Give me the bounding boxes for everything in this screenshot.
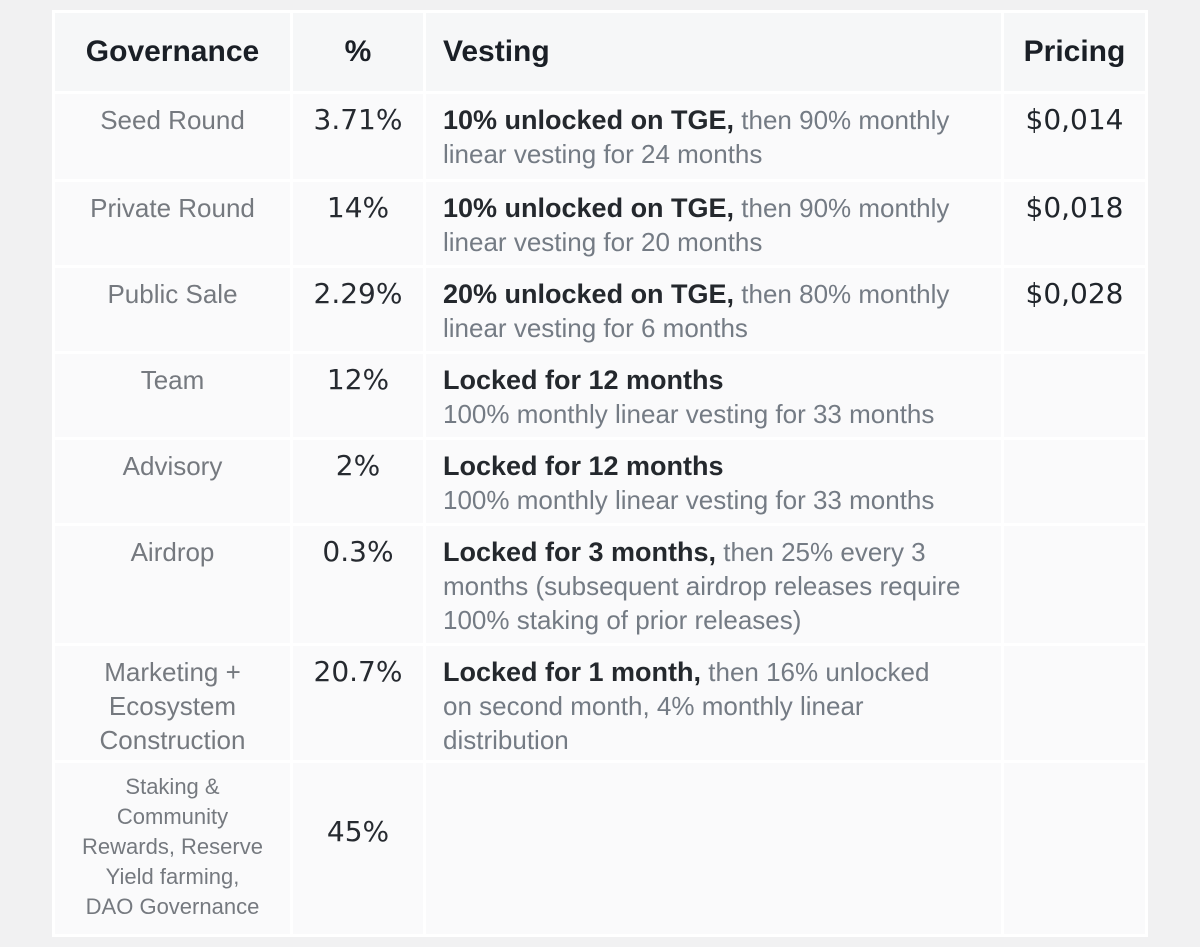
table-row-marketing-ecosystem: Marketing + Ecosystem Construction 20.7%… bbox=[55, 646, 1145, 760]
table-row-advisory: Advisory 2% Locked for 12 months 100% mo… bbox=[55, 440, 1145, 523]
pricing-cell: $0,018 bbox=[1004, 182, 1145, 265]
table-row-airdrop: Airdrop 0.3% Locked for 3 months, then 2… bbox=[55, 526, 1145, 643]
column-header-vesting: Vesting bbox=[426, 13, 1001, 91]
governance-cell: Team bbox=[55, 354, 290, 437]
vesting-detail: 100% monthly linear vesting for 33 month… bbox=[443, 399, 935, 429]
column-header-pricing: Pricing bbox=[1004, 13, 1145, 91]
governance-cell: Advisory bbox=[55, 440, 290, 523]
header-row: Governance % Vesting Pricing bbox=[55, 13, 1145, 91]
vesting-cell bbox=[426, 763, 1001, 934]
vesting-detail: then 16% unlocked on second month, 4% mo… bbox=[443, 657, 930, 755]
vesting-cell: Locked for 3 months, then 25% every 3 mo… bbox=[426, 526, 1001, 643]
table-row-team: Team 12% Locked for 12 months 100% month… bbox=[55, 354, 1145, 437]
vesting-highlight: Locked for 12 months bbox=[443, 451, 724, 481]
pricing-cell bbox=[1004, 354, 1145, 437]
table-row-private-round: Private Round 14% 10% unlocked on TGE, t… bbox=[55, 182, 1145, 265]
vesting-highlight: 10% unlocked on TGE, bbox=[443, 105, 735, 135]
table-row-seed-round: Seed Round 3.71% 10% unlocked on TGE, th… bbox=[55, 94, 1145, 179]
percent-cell: 12% bbox=[293, 354, 423, 437]
governance-cell: Staking & Community Rewards, Reserve Yie… bbox=[55, 763, 290, 934]
pricing-cell: $0,028 bbox=[1004, 268, 1145, 351]
pricing-cell: $0,014 bbox=[1004, 94, 1145, 179]
percent-cell: 45% bbox=[293, 763, 423, 934]
percent-cell: 2% bbox=[293, 440, 423, 523]
governance-cell: Seed Round bbox=[55, 94, 290, 179]
vesting-detail: then 25% every 3 months (subsequent aird… bbox=[443, 537, 961, 635]
vesting-highlight: Locked for 3 months, bbox=[443, 537, 717, 567]
column-header-governance: Governance bbox=[55, 13, 290, 91]
vesting-cell: Locked for 12 months 100% monthly linear… bbox=[426, 354, 1001, 437]
percent-cell: 20.7% bbox=[293, 646, 423, 760]
percent-cell: 14% bbox=[293, 182, 423, 265]
vesting-detail: 100% monthly linear vesting for 33 month… bbox=[443, 485, 935, 515]
governance-cell: Marketing + Ecosystem Construction bbox=[55, 646, 290, 760]
governance-cell: Airdrop bbox=[55, 526, 290, 643]
vesting-detail: then 90% monthly linear vesting for 20 m… bbox=[443, 193, 950, 257]
governance-cell: Private Round bbox=[55, 182, 290, 265]
column-header-percent: % bbox=[293, 13, 423, 91]
vesting-highlight: Locked for 12 months bbox=[443, 365, 724, 395]
percent-cell: 3.71% bbox=[293, 94, 423, 179]
vesting-cell: 20% unlocked on TGE, then 80% monthly li… bbox=[426, 268, 1001, 351]
percent-cell: 2.29% bbox=[293, 268, 423, 351]
percent-cell: 0.3% bbox=[293, 526, 423, 643]
table-row-public-sale: Public Sale 2.29% 20% unlocked on TGE, t… bbox=[55, 268, 1145, 351]
vesting-detail: then 80% monthly linear vesting for 6 mo… bbox=[443, 279, 950, 343]
pricing-cell bbox=[1004, 646, 1145, 760]
tokenomics-table: Governance % Vesting Pricing Seed Round … bbox=[52, 10, 1148, 937]
vesting-cell: 10% unlocked on TGE, then 90% monthly li… bbox=[426, 94, 1001, 179]
vesting-highlight: Locked for 1 month, bbox=[443, 657, 702, 687]
vesting-detail: then 90% monthly linear vesting for 24 m… bbox=[443, 105, 950, 169]
vesting-highlight: 10% unlocked on TGE, bbox=[443, 193, 735, 223]
pricing-cell bbox=[1004, 526, 1145, 643]
vesting-cell: 10% unlocked on TGE, then 90% monthly li… bbox=[426, 182, 1001, 265]
pricing-cell bbox=[1004, 763, 1145, 934]
vesting-cell: Locked for 1 month, then 16% unlocked on… bbox=[426, 646, 1001, 760]
pricing-cell bbox=[1004, 440, 1145, 523]
vesting-cell: Locked for 12 months 100% monthly linear… bbox=[426, 440, 1001, 523]
governance-cell: Public Sale bbox=[55, 268, 290, 351]
table-row-staking-community: Staking & Community Rewards, Reserve Yie… bbox=[55, 763, 1145, 934]
vesting-highlight: 20% unlocked on TGE, bbox=[443, 279, 735, 309]
